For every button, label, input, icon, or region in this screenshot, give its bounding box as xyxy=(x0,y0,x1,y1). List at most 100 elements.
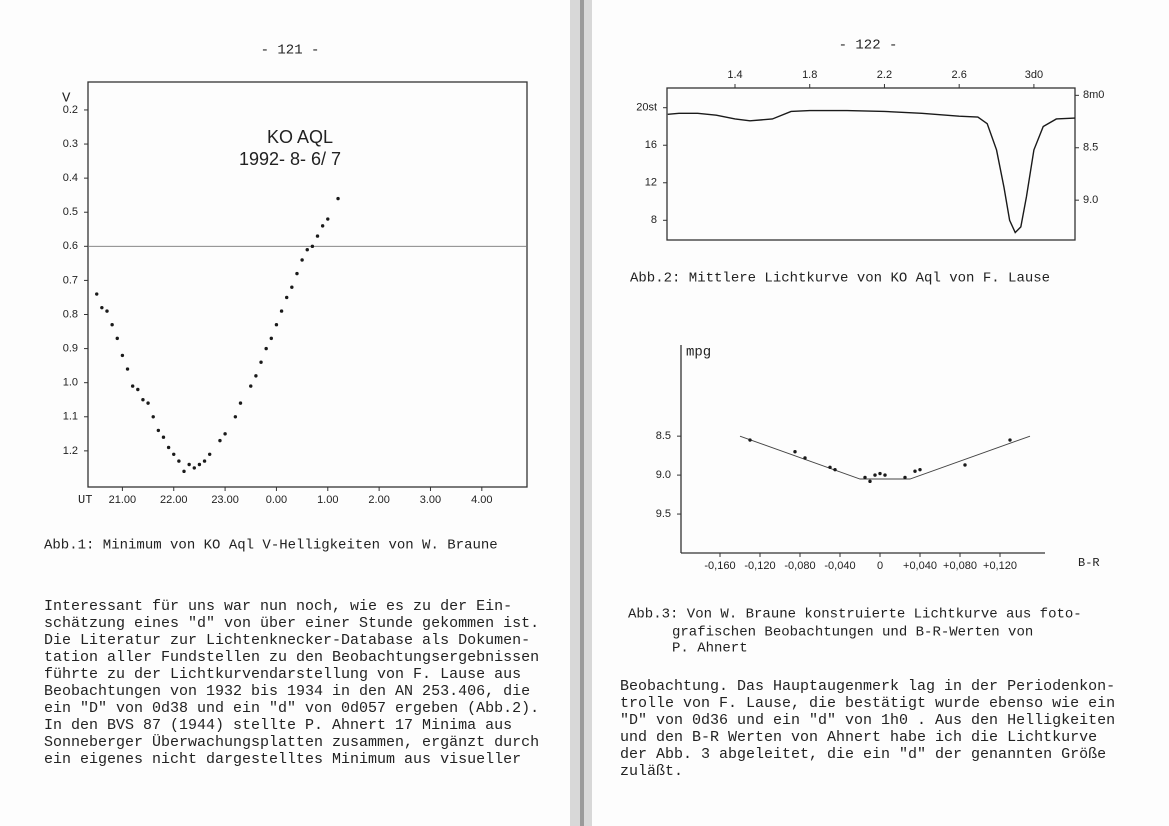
text-line: trolle von F. Lause, die bestätigt wurde… xyxy=(620,695,1115,712)
data-point xyxy=(295,271,299,276)
data-point xyxy=(748,438,752,442)
y-tick-label: 1.1 xyxy=(63,411,78,423)
text-line: Sonneberger Überwachungsplatten zusammen… xyxy=(44,733,539,751)
text-line: schätzung eines "d" von über einer Stund… xyxy=(44,615,539,632)
data-point xyxy=(903,475,907,480)
x-tick-label: 0.00 xyxy=(266,494,287,506)
data-point xyxy=(326,217,330,221)
data-point xyxy=(218,438,222,443)
data-point xyxy=(863,475,867,480)
x-tick-label: 1.8 xyxy=(802,69,817,81)
text-line: und den B-R Werten von Ahnert habe ich d… xyxy=(620,729,1097,746)
data-point xyxy=(249,384,253,388)
data-point xyxy=(828,465,832,470)
data-point xyxy=(315,234,320,238)
x-tick-label: 2.2 xyxy=(877,69,892,81)
data-point xyxy=(868,479,872,484)
data-point xyxy=(233,415,238,419)
data-point xyxy=(197,462,202,467)
data-point xyxy=(913,469,917,473)
data-point xyxy=(151,415,155,419)
figure-caption: Abb.2: Mittlere Lichtkurve von KO Aql vo… xyxy=(630,271,1050,287)
data-point xyxy=(156,428,161,433)
y-axis-label: V xyxy=(62,91,71,107)
x-tick-label: -0,040 xyxy=(824,560,855,572)
fit-line xyxy=(739,435,1031,480)
y-tick-label: 16 xyxy=(645,139,657,151)
x-tick-label: 3d0 xyxy=(1025,69,1043,81)
text-line: tation aller Fundstellen zu den Beobacht… xyxy=(44,649,539,666)
figure-caption: Abb.3: Von W. Braune konstruierte Lichtk… xyxy=(628,607,1082,623)
data-point xyxy=(187,462,191,467)
y-tick-label: 8.5 xyxy=(656,430,671,442)
x-tick-label: 3.00 xyxy=(420,494,441,506)
light-curve xyxy=(667,109,1076,234)
data-point xyxy=(305,248,309,252)
data-point xyxy=(803,456,807,460)
x-tick-label: 2.00 xyxy=(368,494,389,506)
x-tick-label: 22.00 xyxy=(160,494,188,506)
y-tick-label: 0.5 xyxy=(63,206,78,218)
text-line: ein "D" von 0d38 und ein "d" von 0d057 e… xyxy=(44,700,539,717)
text-line: Die Literatur zur Lichtenknecker-Databas… xyxy=(44,632,530,649)
text-line: führte zu der Lichtkurvendarstellung von… xyxy=(44,666,521,683)
y-tick-label: 12 xyxy=(645,177,657,189)
x-tick-label: 1.00 xyxy=(317,494,338,506)
data-point xyxy=(290,285,294,289)
x-tick-label: -0,160 xyxy=(704,560,735,572)
data-point xyxy=(207,452,212,456)
x-tick-label: +0,040 xyxy=(903,560,937,572)
data-point xyxy=(279,309,284,313)
x-tick-label: 4.00 xyxy=(471,494,492,506)
data-point xyxy=(878,471,882,476)
x-tick-label: 2.6 xyxy=(952,69,967,81)
figure-caption: grafischen Beobachtungen und B-R-Werten … xyxy=(672,625,1033,641)
x-tick-label: +0,080 xyxy=(943,560,977,572)
y-axis-label: mpg xyxy=(686,345,711,361)
y-tick-label: 0.3 xyxy=(63,138,78,150)
y2-tick-label: 8m0 xyxy=(1083,89,1104,101)
y-tick-label: 0.7 xyxy=(63,274,78,286)
x-tick-label: 0 xyxy=(877,560,883,572)
data-point xyxy=(336,196,340,201)
plot-frame xyxy=(87,81,528,488)
data-point xyxy=(833,467,837,472)
data-point xyxy=(192,466,196,470)
data-point xyxy=(1008,438,1012,442)
y-tick-label: 0.4 xyxy=(63,172,78,184)
page-number: - 122 - xyxy=(839,38,898,54)
figure-caption: P. Ahnert xyxy=(672,641,748,657)
data-point xyxy=(100,305,104,310)
text-line: zuläßt. xyxy=(620,763,683,780)
data-point xyxy=(95,292,99,296)
data-point xyxy=(274,323,279,327)
data-point xyxy=(120,353,125,358)
data-point xyxy=(172,452,176,456)
data-point xyxy=(166,445,171,450)
data-point xyxy=(125,367,130,371)
data-point xyxy=(254,374,258,378)
x-axis-label: B-R xyxy=(1078,556,1100,570)
text-line: "D" von 0d36 und ein "d" von 1h0 . Aus d… xyxy=(620,712,1115,729)
x-tick-label: 21.00 xyxy=(109,494,137,506)
y-tick-label: 20st xyxy=(636,102,657,114)
chart-subtitle: 1992- 8- 6/ 7 xyxy=(239,149,341,169)
y-tick-label: 9.0 xyxy=(656,469,671,481)
plot-frame xyxy=(666,87,1076,241)
y-tick-label: 1.2 xyxy=(63,445,78,457)
data-point xyxy=(883,473,887,477)
x-axis-label: UT xyxy=(78,493,92,507)
data-point xyxy=(269,336,274,341)
y-tick-label: 0.8 xyxy=(63,308,78,320)
data-point xyxy=(161,435,166,439)
x-tick-label: -0,120 xyxy=(744,560,775,572)
data-point xyxy=(320,224,325,228)
y2-tick-label: 8.5 xyxy=(1083,142,1098,154)
text-line: ein eigenes nicht dargestelltes Minimum … xyxy=(44,751,521,768)
data-point xyxy=(105,309,109,313)
text-line: In den BVS 87 (1944) stellte P. Ahnert 1… xyxy=(44,717,512,734)
data-point xyxy=(963,463,967,467)
figure-caption: Abb.1: Minimum von KO Aql V-Helligkeiten… xyxy=(44,538,498,554)
y-tick-label: 0.9 xyxy=(63,342,78,354)
data-point xyxy=(285,295,289,300)
